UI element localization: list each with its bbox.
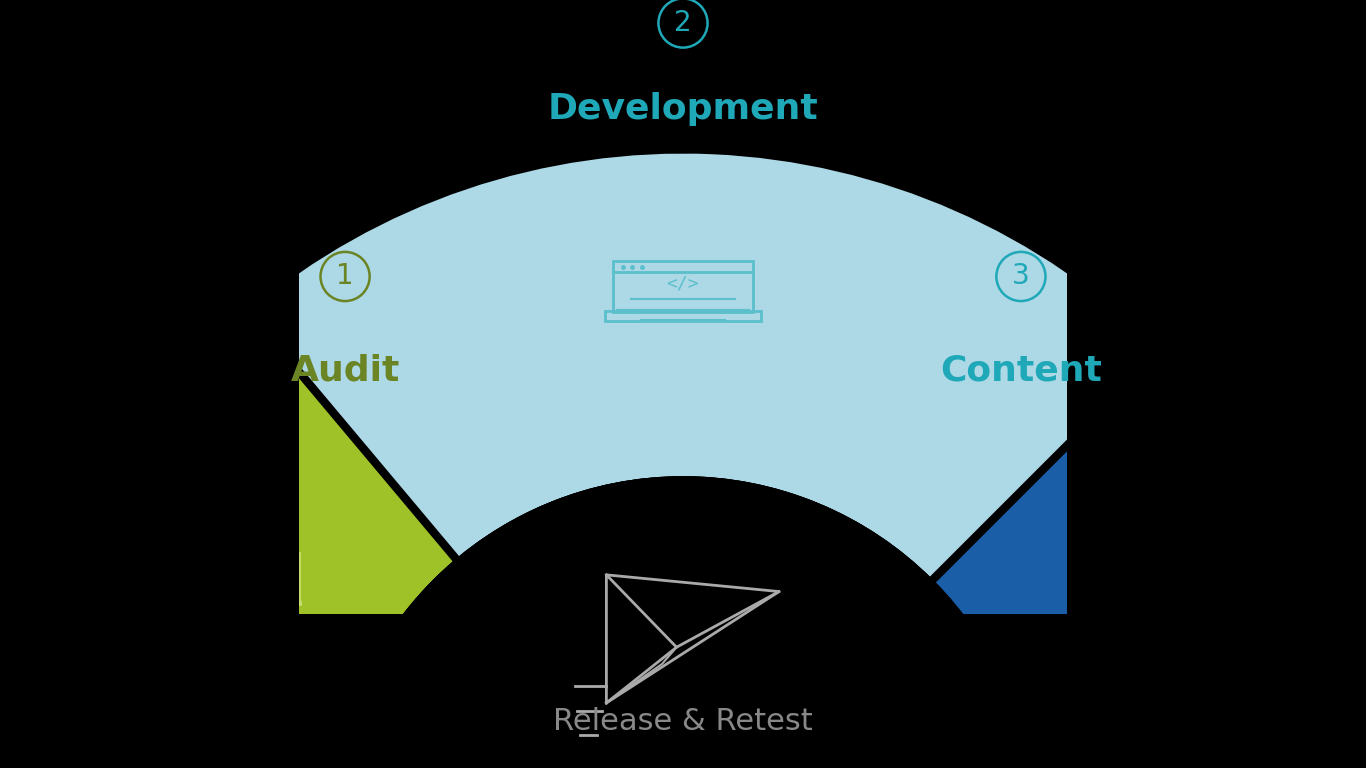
- Text: Development: Development: [548, 92, 818, 126]
- Wedge shape: [933, 352, 1359, 768]
- Text: Release & Retest: Release & Retest: [553, 707, 813, 737]
- Text: 1: 1: [336, 263, 354, 290]
- Text: Audit: Audit: [291, 353, 400, 387]
- Text: </>: </>: [667, 275, 699, 293]
- Circle shape: [329, 476, 1037, 768]
- Wedge shape: [249, 154, 1161, 580]
- Bar: [223, 614, 1143, 768]
- Text: 3: 3: [1012, 263, 1030, 290]
- Text: Content: Content: [940, 353, 1102, 387]
- Circle shape: [329, 476, 1037, 768]
- Text: 2: 2: [675, 9, 691, 37]
- Wedge shape: [7, 312, 456, 768]
